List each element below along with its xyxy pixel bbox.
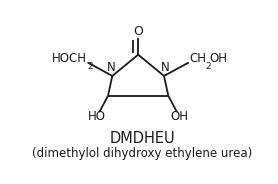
- Text: CH: CH: [190, 52, 207, 65]
- Text: N: N: [161, 61, 170, 74]
- Text: HOCH: HOCH: [51, 52, 86, 65]
- Text: 2: 2: [87, 62, 93, 71]
- Text: OH: OH: [209, 52, 227, 65]
- Text: N: N: [107, 61, 116, 74]
- Text: (dimethylol dihydroxy ethylene urea): (dimethylol dihydroxy ethylene urea): [32, 147, 253, 160]
- Text: DMDHEU: DMDHEU: [110, 131, 175, 146]
- Text: HO: HO: [88, 109, 106, 123]
- Text: 2: 2: [205, 62, 211, 71]
- Text: OH: OH: [170, 109, 188, 123]
- Text: O: O: [133, 26, 143, 38]
